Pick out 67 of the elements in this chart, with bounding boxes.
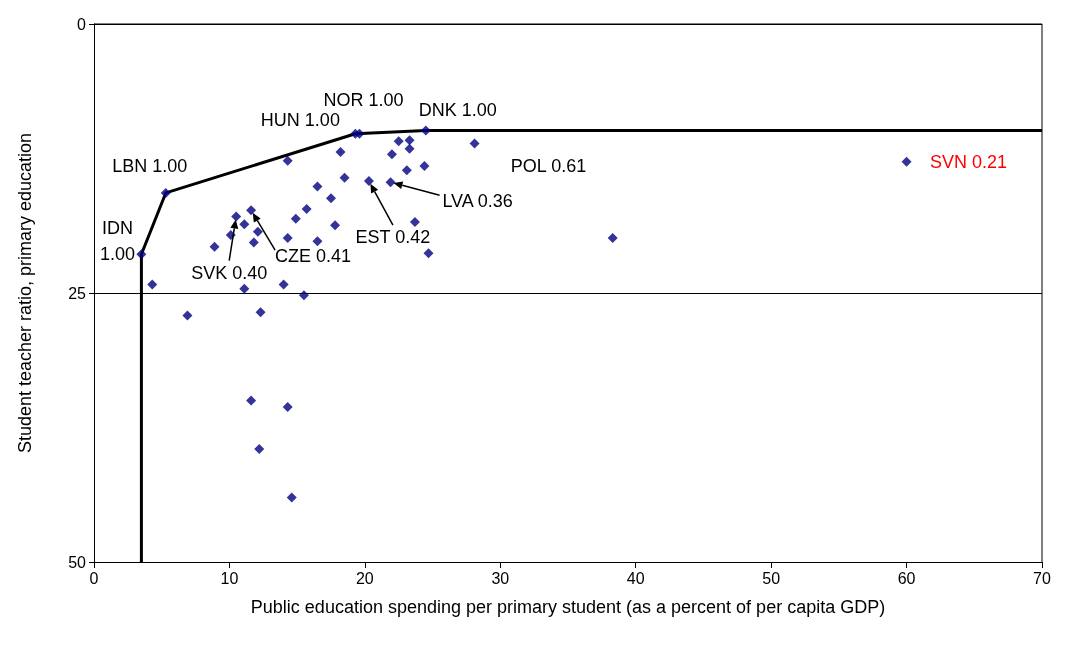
annotation: SVN 0.21 bbox=[930, 151, 1008, 172]
point bbox=[404, 143, 415, 154]
x-tick-label: 10 bbox=[220, 569, 239, 587]
point bbox=[607, 233, 618, 244]
x-tick-label: 0 bbox=[89, 569, 99, 587]
point bbox=[301, 204, 312, 215]
annotation: DNK 1.00 bbox=[418, 99, 497, 120]
point bbox=[363, 176, 374, 187]
point bbox=[239, 219, 250, 230]
point bbox=[282, 233, 293, 244]
annotation: HUN 1.00 bbox=[260, 109, 340, 130]
point bbox=[469, 138, 480, 149]
y-tick-label: 50 bbox=[68, 553, 87, 571]
annotation: SVK 0.40 bbox=[191, 262, 268, 283]
point bbox=[312, 236, 323, 247]
point bbox=[393, 136, 404, 147]
point bbox=[231, 211, 242, 222]
annotation: LVA 0.36 bbox=[442, 191, 513, 212]
point bbox=[282, 402, 293, 413]
point bbox=[252, 226, 263, 237]
x-tick-label: 50 bbox=[762, 569, 781, 587]
point bbox=[298, 290, 309, 301]
point bbox=[182, 310, 193, 321]
point bbox=[386, 149, 397, 160]
x-tick-label: 40 bbox=[626, 569, 645, 587]
point bbox=[354, 128, 365, 139]
annotation: NOR 1.00 bbox=[323, 89, 404, 110]
y-tick-label: 25 bbox=[68, 284, 87, 302]
y-tick-label: 0 bbox=[77, 15, 87, 33]
x-tick-label: 20 bbox=[355, 569, 374, 587]
point bbox=[385, 177, 396, 188]
point bbox=[282, 155, 293, 166]
point bbox=[254, 444, 265, 455]
point bbox=[330, 220, 341, 231]
point bbox=[339, 172, 350, 183]
point bbox=[248, 237, 259, 248]
point bbox=[239, 283, 250, 294]
x-tick-label: 70 bbox=[1033, 569, 1051, 587]
x-tick-label: 30 bbox=[491, 569, 510, 587]
point bbox=[901, 156, 912, 167]
point bbox=[136, 249, 147, 260]
point bbox=[409, 216, 420, 227]
point bbox=[160, 187, 171, 198]
point bbox=[420, 125, 431, 136]
x-tick-label: 60 bbox=[897, 569, 916, 587]
annotation: EST 0.42 bbox=[355, 227, 431, 248]
point bbox=[423, 248, 434, 259]
point bbox=[326, 193, 336, 204]
point bbox=[278, 279, 289, 290]
point bbox=[255, 307, 266, 318]
point bbox=[286, 492, 297, 503]
annotation: POL 0.61 bbox=[510, 156, 587, 177]
point bbox=[246, 205, 257, 216]
annotation: CZE 0.41 bbox=[275, 246, 352, 267]
point bbox=[335, 147, 346, 158]
annotation: IDN 1.00 bbox=[99, 218, 135, 265]
y-axis-title: Student teacher ratio, primary education bbox=[15, 132, 35, 454]
point bbox=[419, 161, 430, 172]
point bbox=[312, 181, 323, 192]
point bbox=[147, 279, 158, 290]
point bbox=[290, 213, 301, 224]
annotation: LBN 1.00 bbox=[112, 155, 188, 176]
point bbox=[209, 241, 220, 252]
x-axis-title: Public education spending per primary student (as a percent of per capita GDP) bbox=[250, 597, 886, 617]
point bbox=[401, 165, 412, 176]
point bbox=[246, 395, 257, 406]
point bbox=[404, 135, 415, 146]
